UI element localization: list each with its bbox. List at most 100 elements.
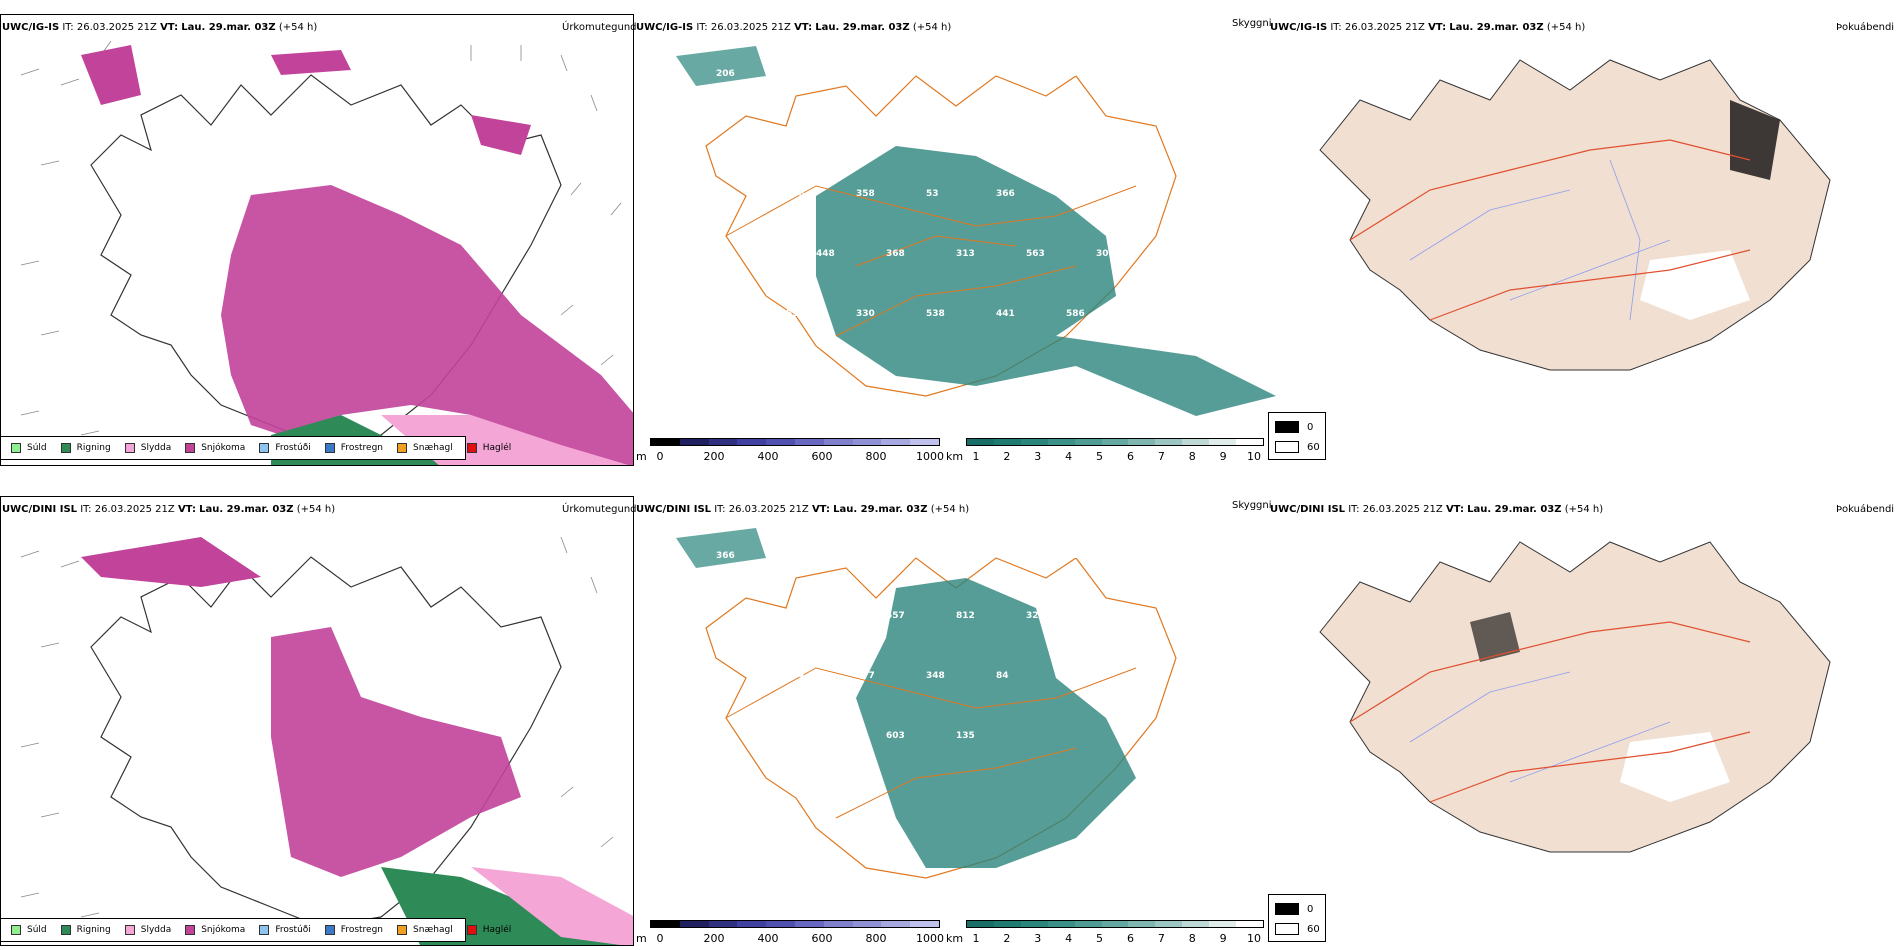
colorbar-tick-label: 6 (1126, 932, 1134, 945)
colorbar-segment (679, 921, 709, 927)
colorbar-segment (852, 921, 882, 927)
vis-map-row2: 366 266 183 198 113 416 752 121 557 812 323 340 452 9… (676, 528, 1177, 879)
colorbar-segment (1155, 921, 1183, 927)
colorbar-segment (823, 439, 853, 445)
colorbar-segment (1047, 921, 1075, 927)
peak-label: 812 (956, 611, 975, 621)
visibility-colorbar-row1 (966, 438, 1264, 446)
colorbar-segment (910, 439, 939, 445)
vis-title-row2: Skyggni (1232, 500, 1272, 511)
elevation-unit-row1: m (636, 450, 647, 463)
peak-label: 348 (926, 671, 945, 681)
colorbar-tick-label: 2 (1003, 450, 1011, 463)
colorbar-tick-label: 400 (757, 932, 779, 945)
peak-label: 557 (886, 611, 905, 621)
colorbar-tick-label: 10 (1247, 450, 1261, 463)
colorbar-tick-label: 1 (972, 932, 980, 945)
peak-label: 252 (746, 731, 765, 741)
peak-label: 448 (816, 249, 835, 259)
colorbar-segment (1236, 921, 1263, 927)
fog-legend-row1: 0 60 (1268, 412, 1326, 460)
colorbar-segment (852, 439, 882, 445)
colorbar-tick-label: 4 (1065, 450, 1073, 463)
peak-label: 416 (1066, 551, 1085, 561)
swatch-rigning (60, 443, 71, 453)
precip-map-row2 (20, 536, 633, 945)
colorbar-tick-label: 3 (1034, 932, 1042, 945)
colorbar-segment (881, 439, 911, 445)
peak-label: 904 (786, 671, 805, 681)
rivers (1409, 671, 1671, 783)
colorbar-segment (1074, 921, 1102, 927)
cloud-header-row2: UWC/DINI ISL IT: 26.03.2025 21Z VT: Lau.… (1270, 504, 1604, 515)
vis-title-row1: Skyggni (1232, 18, 1272, 29)
fog-swatch-0 (1275, 421, 1299, 433)
colorbar-segment (993, 921, 1021, 927)
peak-label: 121 (816, 611, 835, 621)
colorbar-tick-label: 3 (1034, 450, 1042, 463)
fog-swatch-60 (1275, 441, 1299, 453)
peak-label: 307 (1096, 249, 1115, 259)
peak-label: 603 (886, 731, 905, 741)
vt-value: Lau. 29.mar. 03Z (181, 22, 276, 33)
peak-label: 467 (1026, 129, 1045, 139)
colorbar-tick-label: 0 (656, 932, 664, 945)
roads (1349, 139, 1751, 321)
precip-panel-row1 (0, 14, 634, 466)
colorbar-segment (708, 439, 738, 445)
peak-label: 452 (716, 671, 735, 681)
colorbar-tick-label: 1000 (916, 932, 944, 945)
peak-label: 799 (1096, 129, 1115, 139)
peak-label: 183 (856, 551, 875, 561)
peak-label: 538 (926, 309, 945, 319)
colorbar-segment (1020, 439, 1048, 445)
elevation-colorbar-row2 (650, 920, 940, 928)
peak-label: 706 (746, 129, 765, 139)
colorbar-segment (794, 439, 824, 445)
peak-label: 358 (856, 189, 875, 199)
colorbar-segment (1047, 439, 1075, 445)
white-fog-se (1640, 250, 1750, 320)
colorbar-tick-label: 0 (656, 450, 664, 463)
colorbar-tick-label: 200 (703, 932, 725, 945)
snow-north-a (271, 50, 351, 75)
colorbar-tick-label: 600 (811, 932, 833, 945)
peak-label: 360 (746, 249, 765, 259)
colorbar-segment (651, 921, 680, 927)
swatch-frostregn (324, 443, 335, 453)
coast-fog-nw (676, 528, 766, 568)
colorbar-segment (766, 921, 795, 927)
colorbar-segment (651, 439, 680, 445)
colorbar-segment (1128, 439, 1156, 445)
colorbar-tick-label: 7 (1157, 932, 1165, 945)
peak-label: 441 (996, 309, 1015, 319)
colorbar-segment (737, 921, 767, 927)
snow-region (221, 185, 633, 465)
legend-item: Súld (11, 443, 47, 453)
iceland-fog-outline (1319, 59, 1831, 371)
route-lines (725, 667, 1137, 819)
peak-label: 586 (1066, 309, 1085, 319)
colorbar-segment (1101, 439, 1129, 445)
legend-item: Rigning (60, 443, 111, 453)
model-name: UWC/IG-IS (2, 22, 60, 33)
colorbar-segment (1182, 921, 1210, 927)
colorbar-tick-label: 5 (1096, 450, 1104, 463)
snow-north (81, 537, 261, 587)
peak-label: 354 (1066, 189, 1085, 199)
peak-label: 266 (786, 551, 805, 561)
precip-legend-row2: Súld Rigning Slydda Snjókoma Frostúði Fr… (0, 918, 511, 942)
peak-label: 35 (1066, 671, 1079, 681)
legend-item: Frostregn (324, 443, 383, 453)
peak-label: 366 (716, 551, 735, 561)
vis-header-row2: UWC/DINI ISL IT: 26.03.2025 21Z VT: Lau.… (636, 504, 970, 515)
iceland-fog-outline (1319, 541, 1831, 853)
colorbar-segment (1101, 921, 1129, 927)
colorbar-segment (679, 439, 709, 445)
colorbar-segment (1182, 439, 1210, 445)
header-row2: UWC/DINI ISL IT: 26.03.2025 21Z VT: Lau.… (2, 504, 336, 515)
peak-label: 279 (716, 189, 735, 199)
vis-header-row1: UWC/IG-IS IT: 26.03.2025 21Z VT: Lau. 29… (636, 22, 952, 33)
colorbar-segment (1020, 921, 1048, 927)
colorbar-tick-label: 10 (1247, 932, 1261, 945)
